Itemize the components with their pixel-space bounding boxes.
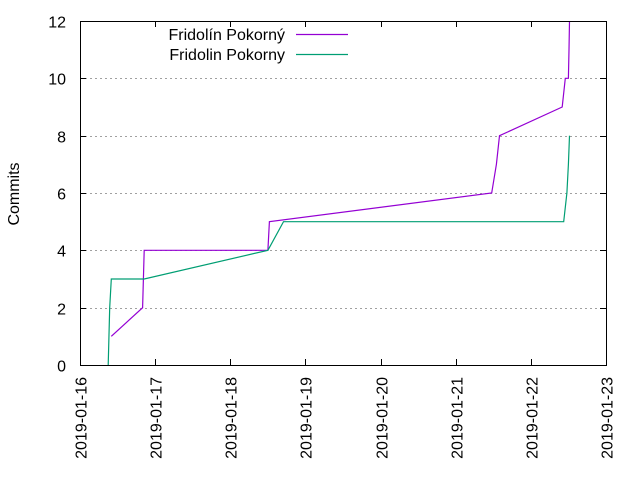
series-lines xyxy=(107,20,571,366)
legend: Fridolín Pokorný Fridolin Pokorny xyxy=(169,27,348,64)
y-tick-label: 8 xyxy=(57,130,66,147)
y-axis: 0 2 4 6 8 10 12 xyxy=(48,15,606,376)
y-tick-label: 10 xyxy=(48,72,66,89)
series-line xyxy=(110,20,571,337)
x-tick-label: 2019-01-21 xyxy=(450,377,467,459)
y-tick-label: 4 xyxy=(57,244,66,261)
y-tick-label: 6 xyxy=(57,187,66,204)
legend-label: Fridolín Pokorný xyxy=(169,27,286,44)
x-tick-label: 2019-01-18 xyxy=(224,377,241,459)
y-tick-label: 0 xyxy=(57,359,66,376)
legend-label: Fridolin Pokorny xyxy=(169,47,285,64)
y-axis-title: Commits xyxy=(6,162,23,225)
x-tick-label: 2019-01-17 xyxy=(149,377,166,459)
y-tick-label: 12 xyxy=(48,15,66,32)
x-tick-label: 2019-01-20 xyxy=(375,377,392,459)
series-line xyxy=(107,135,571,366)
plot-frame xyxy=(80,21,607,366)
gridlines xyxy=(80,78,606,309)
x-axis: 2019-01-16 2019-01-17 2019-01-18 2019-01-19… xyxy=(74,21,617,459)
x-tick-label: 2019-01-16 xyxy=(74,377,91,459)
x-tick-label: 2019-01-22 xyxy=(525,377,542,459)
x-tick-label: 2019-01-19 xyxy=(299,377,316,459)
y-tick-label: 2 xyxy=(57,302,66,319)
x-tick-label: 2019-01-23 xyxy=(600,377,617,459)
